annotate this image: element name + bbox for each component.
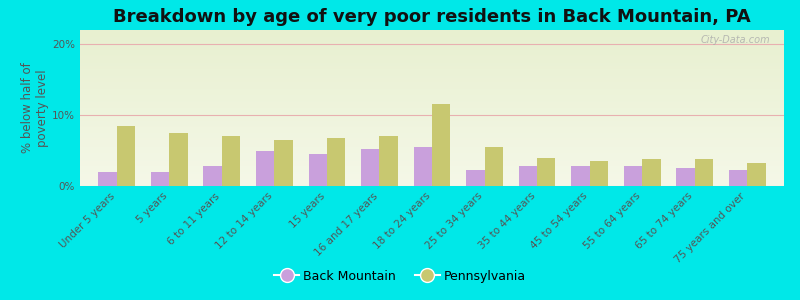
Bar [151,172,170,186]
Bar [379,136,398,186]
Bar [327,138,346,186]
Bar [747,163,766,186]
Y-axis label: % below half of
poverty level: % below half of poverty level [22,63,50,153]
Legend: Back Mountain, Pennsylvania: Back Mountain, Pennsylvania [270,265,530,288]
Bar [256,151,274,186]
Bar [676,168,694,186]
Bar [642,159,661,186]
Bar [117,126,135,186]
Bar [414,147,432,186]
Text: City-Data.com: City-Data.com [700,35,770,45]
Bar [729,170,747,186]
Bar [694,159,713,186]
Bar [98,172,117,186]
Bar [571,166,590,186]
Bar [432,104,450,186]
Bar [170,133,188,186]
Bar [590,161,608,186]
Bar [624,166,642,186]
Bar [361,149,379,186]
Bar [309,154,327,186]
Title: Breakdown by age of very poor residents in Back Mountain, PA: Breakdown by age of very poor residents … [113,8,751,26]
Bar [274,140,293,186]
Bar [537,158,555,186]
Bar [518,166,537,186]
Bar [222,136,240,186]
Bar [203,166,222,186]
Bar [466,170,485,186]
Bar [485,147,503,186]
